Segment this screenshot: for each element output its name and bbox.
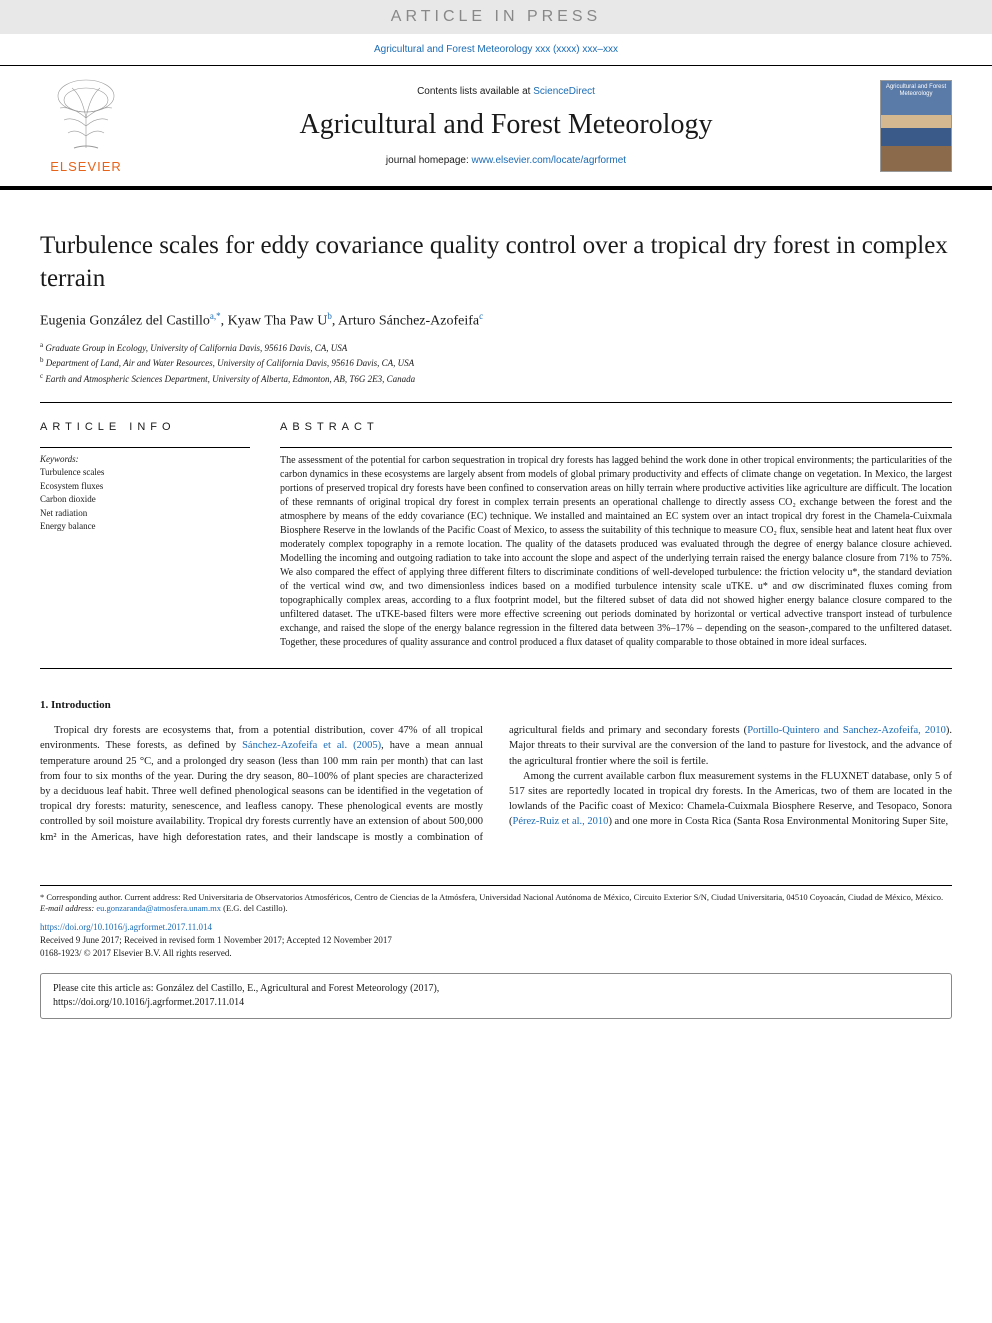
journal-cover-thumbnail: Agricultural and Forest Meteorology — [880, 80, 952, 172]
body-columns: Tropical dry forests are ecosystems that… — [40, 723, 952, 845]
info-abstract-row: ARTICLE INFO Keywords: Turbulence scales… — [40, 409, 952, 662]
keyword: Turbulence scales — [40, 466, 250, 480]
article-in-press-banner: ARTICLE IN PRESS — [0, 0, 992, 34]
keywords-list: Turbulence scales Ecosystem fluxes Carbo… — [40, 466, 250, 534]
affiliation-b: b Department of Land, Air and Water Reso… — [40, 355, 952, 371]
elsevier-logo: ELSEVIER — [40, 78, 132, 174]
keyword: Ecosystem fluxes — [40, 480, 250, 494]
article-info-column: ARTICLE INFO Keywords: Turbulence scales… — [40, 421, 250, 650]
affiliation-c: c Earth and Atmospheric Sciences Departm… — [40, 371, 952, 387]
keyword: Carbon dioxide — [40, 493, 250, 507]
elsevier-tree-icon — [48, 78, 124, 150]
introduction-section: 1. Introduction Tropical dry forests are… — [40, 699, 952, 845]
section-heading: 1. Introduction — [40, 699, 952, 711]
divider — [40, 668, 952, 669]
author-1-sup: a,* — [210, 311, 221, 321]
author-3: Arturo Sánchez-Azofeifa — [338, 314, 479, 329]
abstract-column: ABSTRACT The assessment of the potential… — [280, 421, 952, 650]
homepage-line: journal homepage: www.elsevier.com/locat… — [132, 155, 880, 166]
author-2: Kyaw Tha Paw U — [228, 314, 328, 329]
copyright-line: 0168-1923/ © 2017 Elsevier B.V. All righ… — [40, 947, 952, 959]
p2-text-b: ) and one more in Costa Rica (Santa Rosa… — [608, 816, 948, 827]
journal-reference: Agricultural and Forest Meteorology xxx … — [0, 34, 992, 65]
article-info-label: ARTICLE INFO — [40, 421, 250, 433]
email-line: E-mail address: eu.gonzaranda@atmosfera.… — [40, 903, 952, 914]
citation-link[interactable]: Portillo-Quintero and Sanchez-Azofeifa, … — [747, 725, 946, 736]
cite-url: https://doi.org/10.1016/j.agrformet.2017… — [53, 996, 939, 1010]
affiliations: a Graduate Group in Ecology, University … — [40, 340, 952, 387]
keywords-label: Keywords: — [40, 454, 250, 464]
journal-name: Agricultural and Forest Meteorology — [132, 109, 880, 141]
homepage-prefix: journal homepage: — [386, 155, 472, 166]
sciencedirect-link[interactable]: ScienceDirect — [533, 86, 595, 97]
abstract-label: ABSTRACT — [280, 421, 952, 433]
p1-text-b: , have a mean annual temperature around … — [40, 740, 483, 827]
journal-header: ELSEVIER Contents lists available at Sci… — [0, 65, 992, 190]
authors-line: Eugenia González del Castilloa,*, Kyaw T… — [40, 311, 952, 330]
paragraph: Among the current available carbon flux … — [509, 769, 952, 830]
homepage-link[interactable]: www.elsevier.com/locate/agrformet — [472, 155, 627, 166]
author-2-sup: b — [327, 311, 332, 321]
received-dates: Received 9 June 2017; Received in revise… — [40, 934, 952, 946]
cover-label: Agricultural and Forest Meteorology — [884, 84, 948, 97]
divider — [40, 447, 250, 448]
doi-link[interactable]: https://doi.org/10.1016/j.agrformet.2017… — [40, 921, 952, 933]
email-label: E-mail address: — [40, 903, 96, 913]
contents-lists-line: Contents lists available at ScienceDirec… — [132, 86, 880, 97]
abstract-text: The assessment of the potential for carb… — [280, 454, 952, 650]
aff-c-text: Earth and Atmospheric Sciences Departmen… — [45, 374, 415, 384]
citation-link[interactable]: Pérez-Ruiz et al., 2010 — [513, 816, 609, 827]
footnotes: * Corresponding author. Current address:… — [40, 885, 952, 959]
email-suffix: (E.G. del Castillo). — [221, 903, 288, 913]
citation-link[interactable]: Sánchez-Azofeifa et al. (2005) — [242, 740, 381, 751]
divider — [280, 447, 952, 448]
keyword: Net radiation — [40, 507, 250, 521]
divider — [40, 402, 952, 403]
corresponding-author-note: * Corresponding author. Current address:… — [40, 892, 952, 903]
aff-a-sup: a — [40, 341, 43, 349]
elsevier-text: ELSEVIER — [40, 159, 132, 174]
email-link[interactable]: eu.gonzaranda@atmosfera.unam.mx — [96, 903, 221, 913]
cite-prefix: Please cite this article as: González de… — [53, 982, 939, 996]
contents-prefix: Contents lists available at — [417, 86, 533, 97]
author-3-sup: c — [479, 311, 483, 321]
affiliation-a: a Graduate Group in Ecology, University … — [40, 340, 952, 356]
keyword: Energy balance — [40, 520, 250, 534]
author-1: Eugenia González del Castillo — [40, 314, 210, 329]
aff-b-sup: b — [40, 356, 44, 364]
article-title: Turbulence scales for eddy covariance qu… — [40, 230, 952, 295]
citation-box: Please cite this article as: González de… — [40, 973, 952, 1019]
aff-c-sup: c — [40, 372, 43, 380]
aff-a-text: Graduate Group in Ecology, University of… — [45, 343, 347, 353]
header-center: Contents lists available at ScienceDirec… — [132, 86, 880, 166]
aff-b-text: Department of Land, Air and Water Resour… — [46, 358, 414, 368]
article-content: Turbulence scales for eddy covariance qu… — [0, 230, 992, 1019]
